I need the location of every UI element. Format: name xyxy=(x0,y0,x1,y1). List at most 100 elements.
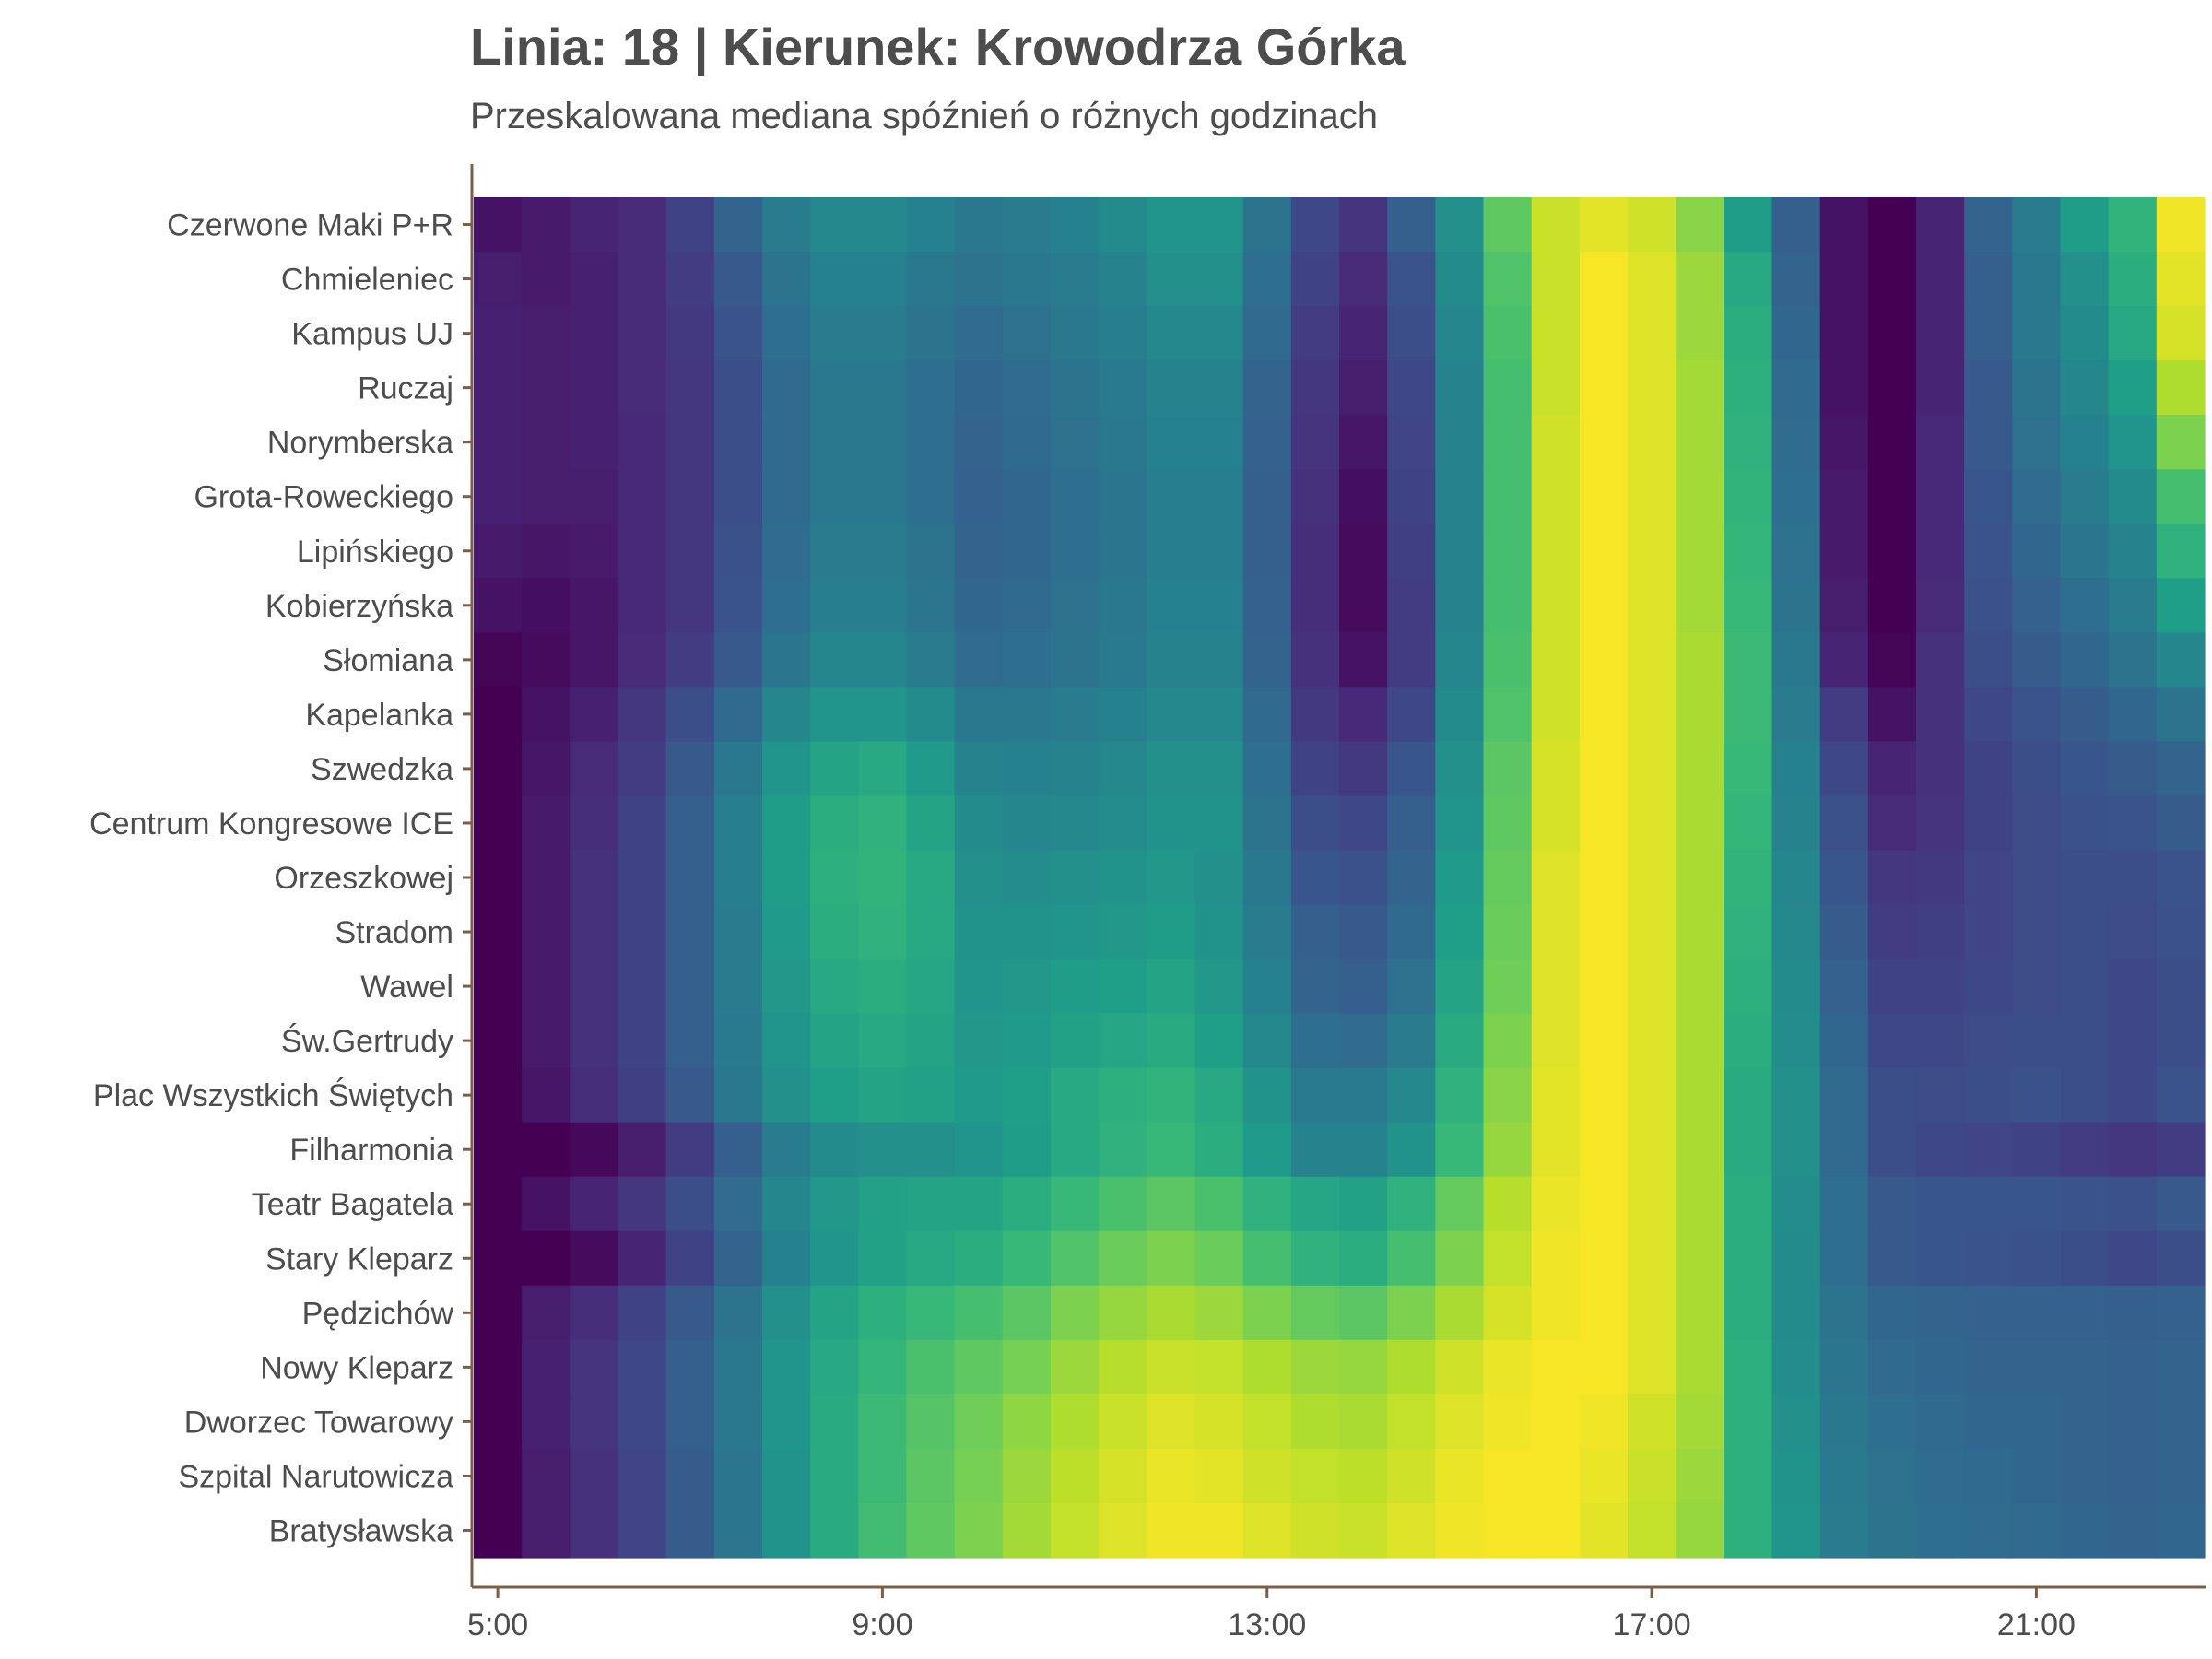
heatmap-cell xyxy=(1724,904,1773,960)
heatmap-cell xyxy=(1628,632,1677,688)
heatmap-cell xyxy=(810,469,859,524)
heatmap-cell xyxy=(906,360,956,416)
heatmap-cell xyxy=(474,524,523,579)
heatmap-cell xyxy=(522,741,571,797)
heatmap-cell xyxy=(713,415,763,470)
heatmap-cell xyxy=(1676,632,1724,688)
heatmap-cell xyxy=(713,959,763,1015)
heatmap-cell xyxy=(1290,1013,1340,1069)
heatmap-cell xyxy=(1819,1339,1869,1395)
heatmap-cell xyxy=(2012,578,2062,633)
heatmap-cell xyxy=(1531,1230,1581,1287)
heatmap-cell xyxy=(1194,524,1244,579)
heatmap-cell xyxy=(713,1502,763,1559)
heatmap-cell xyxy=(1531,1448,1581,1504)
heatmap-cell xyxy=(762,1339,811,1395)
heatmap-cell xyxy=(1051,360,1100,416)
heatmap-cell xyxy=(2108,252,2158,307)
heatmap-cell xyxy=(1147,360,1196,416)
heatmap-cell xyxy=(2108,1448,2158,1504)
heatmap-cell xyxy=(1099,741,1147,797)
heatmap-cell xyxy=(2060,1230,2110,1287)
heatmap-cell xyxy=(1194,904,1244,960)
heatmap-cell xyxy=(1916,795,1965,852)
heatmap-cell xyxy=(2156,306,2206,361)
heatmap-cell xyxy=(954,795,1004,852)
heatmap-cell xyxy=(1867,741,1917,797)
heatmap-cell xyxy=(810,1067,859,1124)
y-tick-label: Chmieleniec xyxy=(281,263,453,298)
heatmap-cell xyxy=(1435,1176,1485,1232)
heatmap-cell xyxy=(762,959,811,1015)
x-tick-label: 21:00 xyxy=(1997,1607,2076,1642)
heatmap-cell xyxy=(1435,415,1485,470)
heatmap-cell xyxy=(1771,850,1821,906)
heatmap-cell xyxy=(1771,741,1821,797)
heatmap-cell xyxy=(1002,904,1052,960)
heatmap-cell xyxy=(762,1394,811,1450)
heatmap-cell xyxy=(1339,578,1388,633)
heatmap-cell xyxy=(810,252,859,307)
heatmap-cell xyxy=(665,306,715,361)
heatmap-cell xyxy=(762,415,811,470)
heatmap-cell xyxy=(2012,1067,2062,1124)
heatmap-cell xyxy=(522,1339,571,1395)
heatmap-cell xyxy=(1387,1448,1436,1504)
heatmap-cell xyxy=(1147,1339,1196,1395)
heatmap-cell xyxy=(474,1122,523,1178)
heatmap-cell xyxy=(665,1067,715,1124)
heatmap-cell xyxy=(858,632,908,688)
heatmap-cell xyxy=(906,524,956,579)
heatmap-cell xyxy=(1531,1502,1581,1559)
heatmap-cell xyxy=(1819,1502,1869,1559)
heatmap-cell xyxy=(810,850,859,906)
heatmap-cell xyxy=(1724,1339,1773,1395)
heatmap-cell xyxy=(2156,1285,2206,1341)
heatmap-cell xyxy=(2012,306,2062,361)
heatmap-cell xyxy=(1819,306,1869,361)
heatmap-cell xyxy=(1628,306,1677,361)
heatmap-cell xyxy=(713,1013,763,1069)
heatmap-cell xyxy=(1676,1176,1724,1232)
heatmap-cell xyxy=(858,1502,908,1559)
heatmap-cell xyxy=(1676,1285,1724,1341)
heatmap-cell xyxy=(1916,1176,1965,1232)
heatmap-cell xyxy=(1628,1176,1677,1232)
heatmap-cell xyxy=(2108,360,2158,416)
heatmap-cell xyxy=(665,1448,715,1504)
heatmap-cell xyxy=(954,1394,1004,1450)
heatmap-cell xyxy=(1051,306,1100,361)
x-tick-label: 5:00 xyxy=(467,1607,528,1642)
heatmap-cell xyxy=(762,741,811,797)
heatmap-cell xyxy=(1194,306,1244,361)
heatmap-cell xyxy=(665,197,715,253)
heatmap-cell xyxy=(1242,360,1292,416)
heatmap-cell xyxy=(1628,1067,1677,1124)
heatmap-cell xyxy=(522,1122,571,1178)
y-axis: Czerwone Maki P+R Chmieleniec Kampus UJ Ruc… xyxy=(89,164,474,1587)
y-tick-label: Szpital Narutowicza xyxy=(178,1459,453,1494)
heatmap-cell xyxy=(1339,904,1388,960)
heatmap-cell xyxy=(1387,1013,1436,1069)
heatmap-cell xyxy=(2012,795,2062,852)
heatmap-cell xyxy=(1916,850,1965,906)
heatmap-cell xyxy=(1290,1502,1340,1559)
heatmap-cell xyxy=(1964,1339,2013,1395)
heatmap-cell xyxy=(954,850,1004,906)
heatmap-cell xyxy=(1435,524,1485,579)
x-tick-label: 13:00 xyxy=(1228,1607,1306,1642)
heatmap-cell xyxy=(1051,1502,1100,1559)
heatmap-cell xyxy=(2156,578,2206,633)
heatmap-cell xyxy=(570,687,619,742)
heatmap-cell xyxy=(1531,252,1581,307)
heatmap-cell xyxy=(1339,1122,1388,1178)
heatmap-cell xyxy=(474,1339,523,1395)
heatmap-cell xyxy=(2012,197,2062,253)
heatmap-cell xyxy=(1099,904,1147,960)
heatmap-cell xyxy=(618,197,667,253)
heatmap-cell xyxy=(1147,1176,1196,1232)
heatmap-cell xyxy=(1964,415,2013,470)
heatmap-cell xyxy=(2060,197,2110,253)
x-tick-label: 9:00 xyxy=(852,1607,912,1642)
heatmap-cell xyxy=(1628,197,1677,253)
